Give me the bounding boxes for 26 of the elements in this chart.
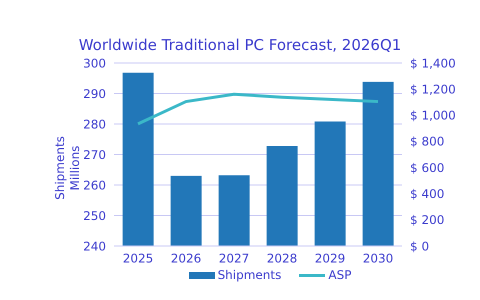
x-tick-label: 2027 <box>218 252 250 266</box>
y2-tick-label: $ 1,400 <box>410 56 456 70</box>
y-tick-label: 290 <box>83 86 106 101</box>
y-tick-label: 270 <box>83 148 106 162</box>
legend-label: ASP <box>328 268 352 282</box>
y2-tick-label: $ 600 <box>410 160 444 175</box>
x-tick-label: 2026 <box>170 252 202 266</box>
legend-label: Shipments <box>218 268 282 282</box>
y-tick-label: 260 <box>83 178 106 192</box>
y2-tick-label: $ 400 <box>410 186 444 201</box>
y2-tick-label: $ 1,200 <box>410 82 456 96</box>
y2-tick-label: $ 200 <box>410 213 444 228</box>
chart-title: Worldwide Traditional PC Forecast, 2026Q1 <box>78 35 402 56</box>
x-tick-label: 2025 <box>122 252 154 266</box>
x-tick-label: 2029 <box>314 252 346 266</box>
y2-tick-label: $ 800 <box>410 134 444 149</box>
x-tick-label: 2030 <box>362 252 394 266</box>
y-axis-title: Shipments Millions <box>53 136 83 200</box>
x-tick-label: 2028 <box>266 252 298 266</box>
y-tick-label: 240 <box>83 239 106 254</box>
y-tick-label: 300 <box>83 56 106 70</box>
y2-tick-label: $ 1,000 <box>410 108 456 123</box>
y-tick-label: 250 <box>83 208 106 223</box>
line-series <box>136 92 380 126</box>
y2-tick-label: $ 0 <box>410 239 430 254</box>
y-tick-label: 280 <box>83 117 106 132</box>
